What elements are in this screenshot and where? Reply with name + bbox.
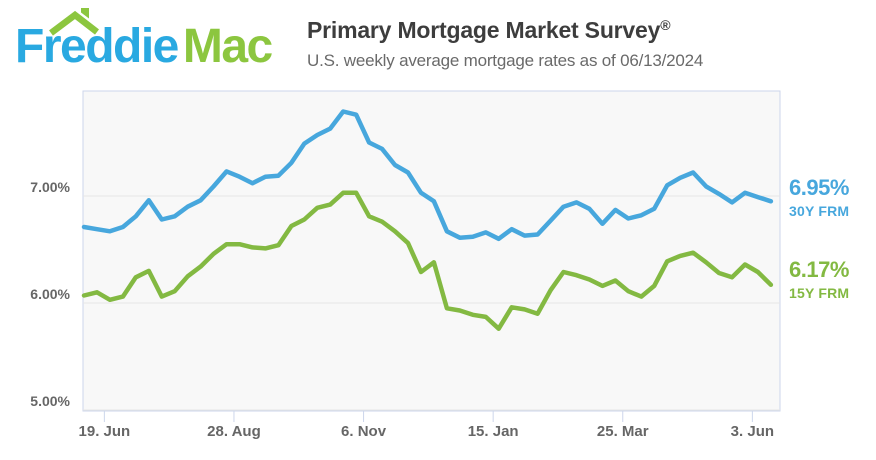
x-axis-label: 25. Mar (596, 423, 649, 440)
plot-area[interactable] (82, 90, 781, 412)
x-axis-label: 15. Jan (467, 423, 519, 440)
registered-mark: ® (660, 17, 671, 33)
logo-text-mac: Mac (182, 20, 273, 73)
legend-15y: 6.17% 15Y FRM (789, 257, 850, 302)
roof-chimney (81, 8, 89, 19)
legend-15y-label: 15Y FRM (789, 285, 850, 301)
y-axis-label: 7.00% (30, 179, 70, 195)
legend-30y-value: 6.95% (789, 175, 849, 200)
x-axis-label: 28. Aug (207, 423, 261, 440)
logo-roof-icon (49, 8, 99, 36)
x-axis-label: 6. Nov (341, 423, 387, 440)
legend-30y-label: 30Y FRM (789, 203, 850, 219)
title-block: Primary Mortgage Market Survey® U.S. wee… (307, 17, 703, 71)
legend-30y: 6.95% 30Y FRM (789, 175, 850, 220)
x-axis-label: 3. Jun (730, 423, 775, 440)
legend-15y-value: 6.17% (789, 257, 849, 282)
x-axis-label: 19. Jun (78, 423, 131, 440)
series-line-30y-frm[interactable] (81, 109, 774, 242)
freddie-mac-logo[interactable]: Freddie Mac (15, 8, 273, 73)
y-axis-label: 6.00% (30, 286, 70, 302)
roof-shape (49, 10, 99, 36)
y-axis-label: 5.00% (30, 393, 70, 409)
page-subtitle: U.S. weekly average mortgage rates as of… (307, 51, 704, 70)
series-line-15y-frm[interactable] (81, 190, 774, 331)
page-title: Primary Mortgage Market Survey® (307, 17, 671, 43)
